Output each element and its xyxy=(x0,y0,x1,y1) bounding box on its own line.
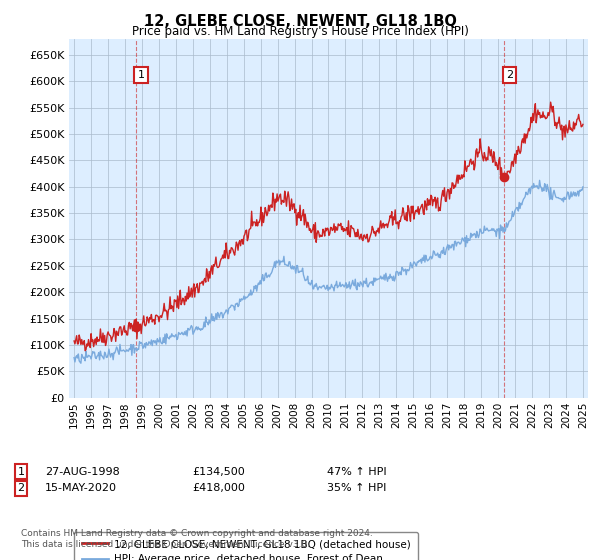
Legend: 12, GLEBE CLOSE, NEWENT, GL18 1BQ (detached house), HPI: Average price, detached: 12, GLEBE CLOSE, NEWENT, GL18 1BQ (detac… xyxy=(74,532,418,560)
Text: 1: 1 xyxy=(17,466,25,477)
Text: 35% ↑ HPI: 35% ↑ HPI xyxy=(327,483,386,493)
Text: Price paid vs. HM Land Registry's House Price Index (HPI): Price paid vs. HM Land Registry's House … xyxy=(131,25,469,38)
Text: 47% ↑ HPI: 47% ↑ HPI xyxy=(327,466,386,477)
Text: 15-MAY-2020: 15-MAY-2020 xyxy=(45,483,117,493)
Text: £134,500: £134,500 xyxy=(192,466,245,477)
Text: 12, GLEBE CLOSE, NEWENT, GL18 1BQ: 12, GLEBE CLOSE, NEWENT, GL18 1BQ xyxy=(143,14,457,29)
Text: 2: 2 xyxy=(17,483,25,493)
Text: 1: 1 xyxy=(137,70,145,80)
Text: 2: 2 xyxy=(506,70,513,80)
Text: £418,000: £418,000 xyxy=(192,483,245,493)
Text: Contains HM Land Registry data © Crown copyright and database right 2024.
This d: Contains HM Land Registry data © Crown c… xyxy=(21,529,373,549)
Text: 27-AUG-1998: 27-AUG-1998 xyxy=(45,466,120,477)
